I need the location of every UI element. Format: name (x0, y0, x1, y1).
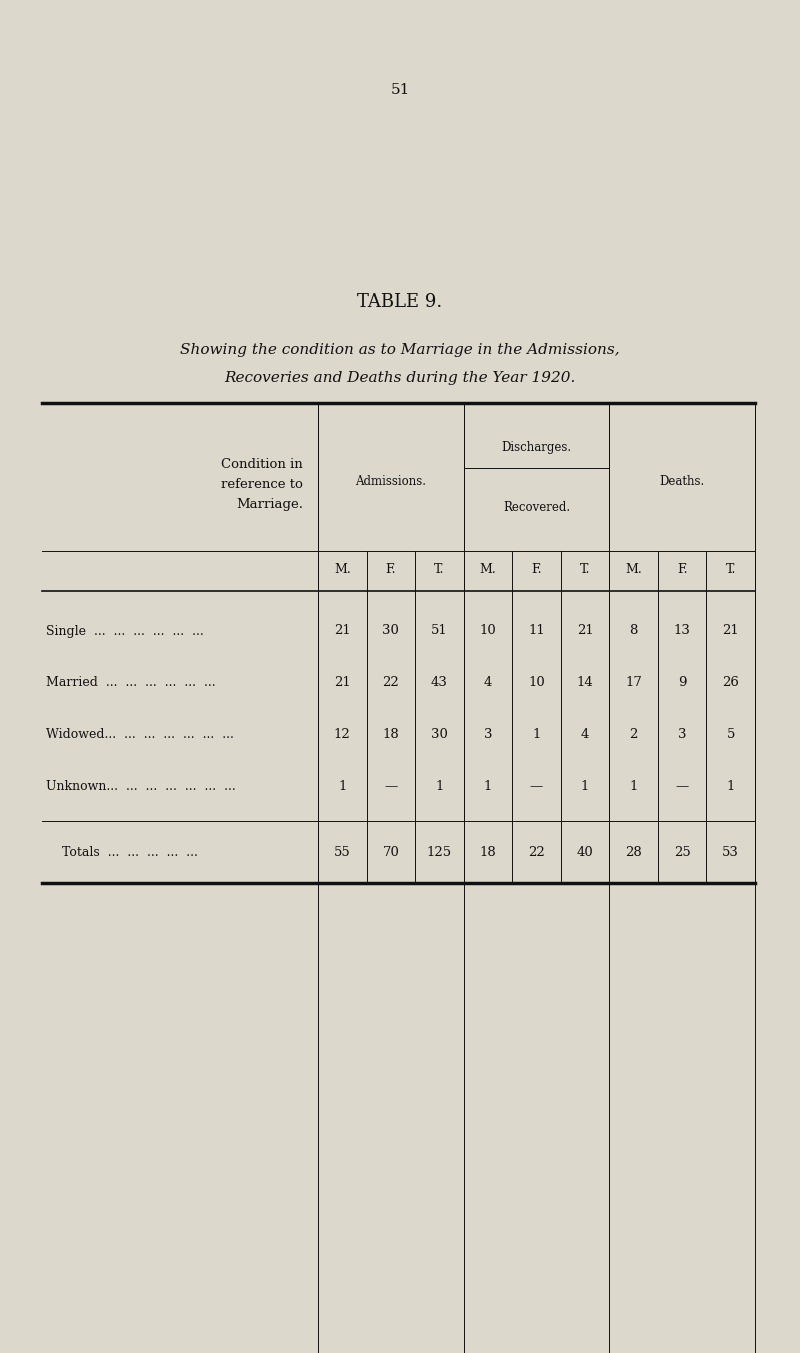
Text: 1: 1 (435, 781, 443, 793)
Text: 21: 21 (334, 676, 350, 690)
Text: F.: F. (677, 563, 687, 576)
Text: Recoveries and Deaths during the Year 1920.: Recoveries and Deaths during the Year 19… (224, 371, 576, 386)
Text: Unknown...  ...  ...  ...  ...  ...  ...: Unknown... ... ... ... ... ... ... (46, 781, 236, 793)
Text: 55: 55 (334, 847, 350, 859)
Text: 2: 2 (630, 728, 638, 741)
Text: 13: 13 (674, 625, 690, 637)
Text: 8: 8 (630, 625, 638, 637)
Text: Widowed...  ...  ...  ...  ...  ...  ...: Widowed... ... ... ... ... ... ... (46, 728, 234, 741)
Text: 4: 4 (581, 728, 590, 741)
Text: 12: 12 (334, 728, 350, 741)
Text: 51: 51 (390, 83, 410, 97)
Text: 18: 18 (479, 847, 496, 859)
Text: 25: 25 (674, 847, 690, 859)
Text: M.: M. (479, 563, 496, 576)
Text: 21: 21 (577, 625, 594, 637)
Text: Married  ...  ...  ...  ...  ...  ...: Married ... ... ... ... ... ... (46, 676, 216, 690)
Text: Totals  ...  ...  ...  ...  ...: Totals ... ... ... ... ... (46, 847, 198, 859)
Text: 30: 30 (382, 625, 399, 637)
Text: 26: 26 (722, 676, 739, 690)
Text: Admissions.: Admissions. (355, 475, 426, 488)
Text: 3: 3 (484, 728, 492, 741)
Text: 51: 51 (431, 625, 448, 637)
Text: 30: 30 (431, 728, 448, 741)
Text: M.: M. (626, 563, 642, 576)
Text: 1: 1 (532, 728, 541, 741)
Text: T.: T. (434, 563, 445, 576)
Text: T.: T. (580, 563, 590, 576)
Text: 1: 1 (630, 781, 638, 793)
Text: 125: 125 (427, 847, 452, 859)
Text: 3: 3 (678, 728, 686, 741)
Text: Showing the condition as to Marriage in the Admissions,: Showing the condition as to Marriage in … (180, 344, 620, 357)
Text: —: — (675, 781, 689, 793)
Text: 21: 21 (334, 625, 350, 637)
Text: —: — (530, 781, 543, 793)
Text: 1: 1 (581, 781, 590, 793)
Text: 9: 9 (678, 676, 686, 690)
Text: 53: 53 (722, 847, 739, 859)
Text: 11: 11 (528, 625, 545, 637)
Text: 1: 1 (338, 781, 346, 793)
Text: Deaths.: Deaths. (659, 475, 705, 488)
Text: 40: 40 (577, 847, 594, 859)
Text: 1: 1 (484, 781, 492, 793)
Text: 5: 5 (726, 728, 735, 741)
Text: 22: 22 (382, 676, 399, 690)
Text: 22: 22 (528, 847, 545, 859)
Text: 10: 10 (528, 676, 545, 690)
Text: F.: F. (386, 563, 396, 576)
Text: Single  ...  ...  ...  ...  ...  ...: Single ... ... ... ... ... ... (46, 625, 204, 637)
Text: Discharges.: Discharges. (502, 441, 571, 455)
Text: F.: F. (531, 563, 542, 576)
Text: 10: 10 (479, 625, 496, 637)
Text: 21: 21 (722, 625, 739, 637)
Text: 18: 18 (382, 728, 399, 741)
Text: T.: T. (726, 563, 736, 576)
Text: M.: M. (334, 563, 350, 576)
Text: TABLE 9.: TABLE 9. (358, 294, 442, 311)
Text: 1: 1 (726, 781, 735, 793)
Text: 70: 70 (382, 847, 399, 859)
Text: 17: 17 (625, 676, 642, 690)
Text: Condition in
reference to
Marriage.: Condition in reference to Marriage. (221, 459, 303, 511)
Text: 28: 28 (626, 847, 642, 859)
Text: 43: 43 (431, 676, 448, 690)
Text: 4: 4 (484, 676, 492, 690)
Text: 14: 14 (577, 676, 594, 690)
Text: —: — (384, 781, 398, 793)
Text: Recovered.: Recovered. (503, 501, 570, 514)
